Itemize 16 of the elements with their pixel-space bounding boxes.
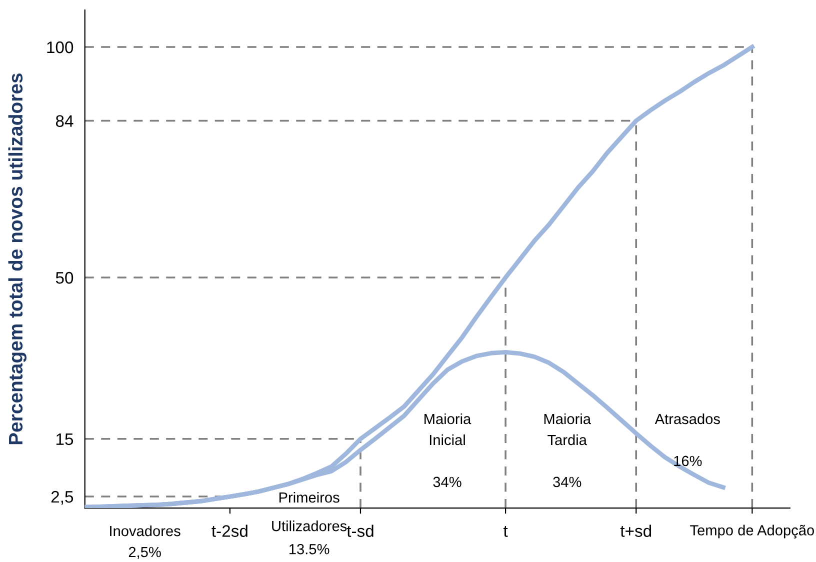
text: Primeiros Utilizadores 13.5% (272, 492, 347, 554)
y-tick-label: 2,5 (51, 490, 74, 505)
y-tick-label: 84 (56, 115, 74, 127)
x-tick-label: t-2sd (212, 524, 248, 537)
y-axis-title: Percentagem total de novos utilizadores (8, 73, 27, 444)
y-tick-label: 50 (56, 272, 74, 284)
x-tick-label: t-sd (346, 524, 374, 537)
text: Inovadores 2,5% (110, 525, 180, 559)
y-tick-label: 15 (56, 433, 74, 446)
y-tick-label: 100 (47, 41, 74, 54)
text: Maioria Tardia 34% (544, 413, 592, 488)
x-tick-label: t (503, 526, 508, 537)
text: Atrasados 16% (654, 413, 720, 466)
x-tick-label: t+sd (620, 524, 652, 537)
text: Maioria Inicial 34% (424, 413, 472, 488)
x-tick-label: Tempo de Adopção (690, 524, 814, 538)
